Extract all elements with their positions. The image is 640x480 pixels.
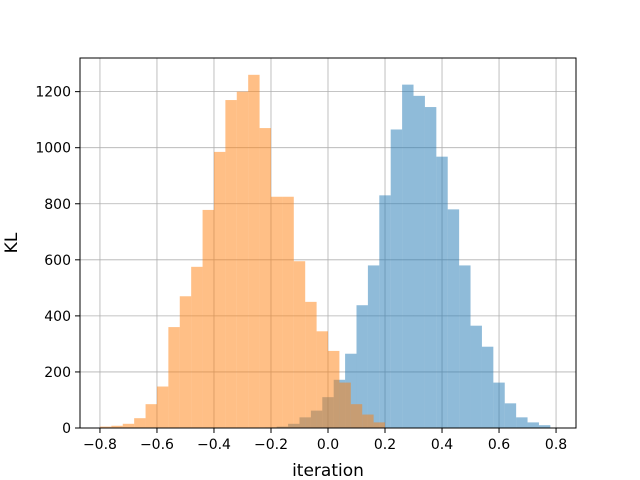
y-axis-ticks: 0 200 400 600 800 1000 1200 xyxy=(35,85,80,437)
x-tick-label: −0.6 xyxy=(140,437,174,453)
histogram-bar-series-2 xyxy=(213,151,226,428)
y-axis-label: KL xyxy=(2,232,22,253)
histogram-bar-series-1 xyxy=(470,325,482,428)
histogram-bar-series-1 xyxy=(379,195,391,428)
x-tick-label: −0.4 xyxy=(197,437,231,453)
histogram-bar-series-1 xyxy=(538,425,551,428)
histogram-bar-series-2 xyxy=(145,404,157,428)
histogram-bar-series-1 xyxy=(481,346,494,428)
histogram-bar-series-1 xyxy=(413,95,425,428)
x-tick-label: 0.0 xyxy=(317,437,339,453)
x-tick-label: 0.6 xyxy=(488,437,510,453)
y-tick-label: 1000 xyxy=(35,141,71,157)
y-tick-label: 800 xyxy=(44,197,71,213)
histogram-bar-series-2 xyxy=(99,426,112,428)
histogram-bar-series-2 xyxy=(134,418,146,428)
histogram-bar-series-1 xyxy=(516,417,528,428)
histogram-bar-series-2 xyxy=(225,100,237,428)
histogram-bar-series-2 xyxy=(339,382,351,428)
histogram-bar-series-2 xyxy=(293,261,306,428)
histogram-bar-series-2 xyxy=(270,196,283,428)
x-tick-label: −0.8 xyxy=(83,437,117,453)
histogram-bar-series-2 xyxy=(316,331,328,428)
histogram-bar-series-2 xyxy=(282,196,294,428)
histogram-bar-series-1 xyxy=(390,129,403,428)
y-tick-label: 400 xyxy=(44,309,71,325)
y-tick-label: 200 xyxy=(44,365,71,381)
histogram-bar-series-2 xyxy=(259,128,271,429)
histogram-bar-series-2 xyxy=(236,91,249,429)
histogram-bars xyxy=(99,74,551,429)
histogram-bar-series-2 xyxy=(248,74,260,429)
x-tick-label: 0.2 xyxy=(374,437,396,453)
histogram-bar-series-1 xyxy=(356,305,368,428)
histogram-bar-series-1 xyxy=(367,265,380,428)
x-tick-label: 0.8 xyxy=(545,437,567,453)
histogram-bar-series-2 xyxy=(373,422,386,428)
histogram-bar-series-1 xyxy=(424,107,437,428)
histogram-bar-series-2 xyxy=(305,301,317,428)
x-tick-label: 0.4 xyxy=(431,437,453,453)
histogram-bar-series-1 xyxy=(436,156,448,428)
histogram-bar-series-2 xyxy=(156,386,169,428)
histogram-bar-series-2 xyxy=(362,414,374,428)
histogram-bar-series-2 xyxy=(328,350,340,428)
y-tick-label: 1200 xyxy=(35,85,71,101)
histogram-bar-series-2 xyxy=(350,404,363,428)
histogram-bar-series-1 xyxy=(447,209,460,428)
histogram-bar-series-2 xyxy=(179,296,192,428)
y-tick-label: 0 xyxy=(62,421,71,437)
histogram-bar-series-2 xyxy=(191,266,203,428)
histogram-bar-series-2 xyxy=(202,209,214,428)
histogram-bar-series-2 xyxy=(168,327,180,428)
x-axis-label: iteration xyxy=(292,461,364,480)
x-axis-ticks: −0.8 −0.6 −0.4 −0.2 0.0 0.2 0.4 0.6 0.8 xyxy=(83,428,567,453)
histogram-bar-series-1 xyxy=(527,422,539,428)
histogram-bar-series-1 xyxy=(402,84,414,428)
x-tick-label: −0.2 xyxy=(254,437,288,453)
histogram-bar-series-1 xyxy=(459,265,471,428)
histogram-bar-series-2 xyxy=(122,423,135,428)
histogram-bar-series-2 xyxy=(111,425,123,428)
y-tick-label: 600 xyxy=(44,253,71,269)
histogram-bar-series-1 xyxy=(493,382,505,428)
histogram-bar-series-1 xyxy=(504,403,517,428)
